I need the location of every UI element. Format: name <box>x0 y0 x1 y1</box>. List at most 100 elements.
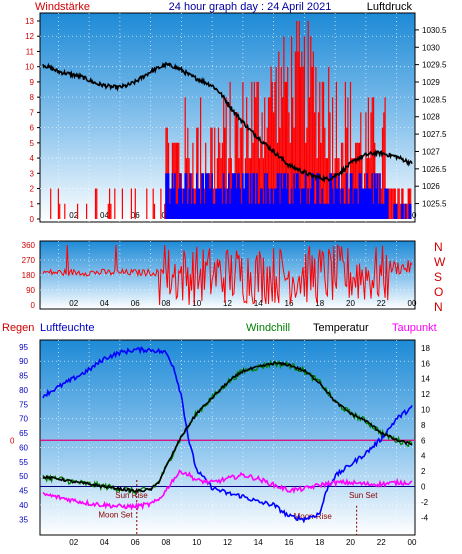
humidity-tick-label: 70 <box>19 415 28 424</box>
wind-tick-label: 11 <box>26 47 35 56</box>
direction-tick-label: 0 <box>31 301 36 310</box>
x-tick-label: 16 <box>285 538 294 547</box>
wind-tick-label: 13 <box>25 17 34 26</box>
x-tick-label: 18 <box>315 538 324 547</box>
x-tick-label: 06 <box>131 299 140 308</box>
pressure-tick-label: 1026 <box>422 182 440 191</box>
wind-gust-bars <box>165 173 412 219</box>
annotation-label: Sun Set <box>349 491 378 500</box>
x-tick-label: 16 <box>285 299 294 308</box>
wind-tick-label: 2 <box>30 185 35 194</box>
wind-tick-label: 5 <box>30 139 35 148</box>
x-tick-label: 22 <box>377 538 386 547</box>
x-tick-label: 04 <box>100 538 109 547</box>
temperature-line <box>42 361 413 494</box>
temp-tick-label: 14 <box>421 375 430 384</box>
humidity-tick-label: 80 <box>19 386 28 395</box>
legend-item: Windchill <box>246 322 290 334</box>
wind-tick-label: 0 <box>30 215 35 224</box>
temp-tick-label: 8 <box>421 421 426 430</box>
annotation-label: Moon Set <box>98 510 133 519</box>
x-tick-label: 00 <box>408 299 417 308</box>
compass-label: S <box>434 270 442 284</box>
x-tick-label: 02 <box>69 299 78 308</box>
pressure-tick-label: 1029.5 <box>422 61 447 70</box>
annotation-label: Sun Rise <box>115 491 148 500</box>
x-tick-label: 00 <box>408 211 417 220</box>
compass-label: N <box>434 240 443 254</box>
humidity-tick-label: 40 <box>19 501 28 510</box>
x-tick-label: 00 <box>408 538 417 547</box>
wind-direction-line <box>42 243 413 306</box>
x-tick-label: 14 <box>254 299 263 308</box>
x-tick-label: 02 <box>69 538 78 547</box>
x-tick-label: 08 <box>162 299 171 308</box>
wind-tick-label: 3 <box>30 169 35 178</box>
temp-tick-label: 18 <box>421 344 430 353</box>
x-tick-label: 02 <box>69 211 78 220</box>
x-tick-label: 10 <box>192 538 201 547</box>
wind-tick-label: 7 <box>30 108 35 117</box>
wind-tick-label: 12 <box>25 32 34 41</box>
x-tick-label: 12 <box>223 299 232 308</box>
temp-tick-label: 10 <box>421 405 430 414</box>
dewpoint-line <box>42 469 413 511</box>
humidity-tick-label: 95 <box>19 343 28 352</box>
x-tick-label: 18 <box>315 299 324 308</box>
humidity-tick-label: 50 <box>19 472 28 481</box>
pressure-tick-label: 1027 <box>422 147 440 156</box>
humidity-tick-label: 75 <box>19 400 28 409</box>
rain-zero-label: 0 <box>10 436 15 445</box>
temp-tick-label: 6 <box>421 436 426 445</box>
temp-tick-label: 0 <box>421 482 426 491</box>
compass-label: W <box>434 255 446 269</box>
temp-tick-label: -2 <box>421 498 429 507</box>
wind-tick-label: 8 <box>30 93 35 102</box>
header-left-label: Windstärke <box>35 1 90 13</box>
humidity-tick-label: 85 <box>19 372 28 381</box>
x-tick-label: 20 <box>346 299 355 308</box>
x-tick-label: 22 <box>377 299 386 308</box>
header-right-label: Luftdruck <box>367 1 413 13</box>
wind-speed-bars <box>50 21 412 219</box>
humidity-tick-label: 45 <box>19 487 28 496</box>
header-title: 24 hour graph day : 24 April 2021 <box>169 1 332 13</box>
top-panel: 0123456789101112131025.510261026.5102710… <box>25 12 447 224</box>
legend-item: Regen <box>2 322 34 334</box>
bottom-panel: Regen Luftfeuchte Windchill Temperatur Taupu… <box>2 322 437 547</box>
humidity-tick-label: 60 <box>19 443 28 452</box>
temp-tick-label: 2 <box>421 467 426 476</box>
legend-item: Taupunkt <box>392 322 437 334</box>
direction-tick-label: 360 <box>22 241 36 250</box>
pressure-tick-label: 1025.5 <box>422 200 447 209</box>
x-tick-label: 04 <box>100 299 109 308</box>
temp-tick-label: 16 <box>421 359 430 368</box>
direction-tick-label: 180 <box>22 271 36 280</box>
temp-tick-label: -4 <box>421 513 429 522</box>
humidity-tick-label: 55 <box>19 458 28 467</box>
pressure-tick-label: 1029 <box>422 78 440 87</box>
wind-tick-label: 4 <box>30 154 35 163</box>
humidity-line <box>42 345 413 524</box>
direction-tick-label: 90 <box>26 286 35 295</box>
legend-item: Luftfeuchte <box>40 322 94 334</box>
temp-tick-label: 4 <box>421 452 426 461</box>
temp-tick-label: 12 <box>421 390 430 399</box>
x-tick-label: 08 <box>162 538 171 547</box>
pressure-tick-label: 1030.5 <box>422 26 447 35</box>
wind-tick-label: 10 <box>25 63 34 72</box>
pressure-tick-label: 1026.5 <box>422 165 447 174</box>
bottom-plot-area <box>39 339 416 536</box>
x-tick-label: 04 <box>100 211 109 220</box>
wind-tick-label: 1 <box>30 200 35 209</box>
wind-tick-label: 6 <box>30 124 35 133</box>
humidity-tick-label: 65 <box>19 429 28 438</box>
x-tick-label: 06 <box>131 538 140 547</box>
humidity-tick-label: 35 <box>19 515 28 524</box>
wind-tick-label: 9 <box>30 78 35 87</box>
direction-tick-label: 270 <box>22 256 36 265</box>
x-tick-label: 12 <box>223 538 232 547</box>
